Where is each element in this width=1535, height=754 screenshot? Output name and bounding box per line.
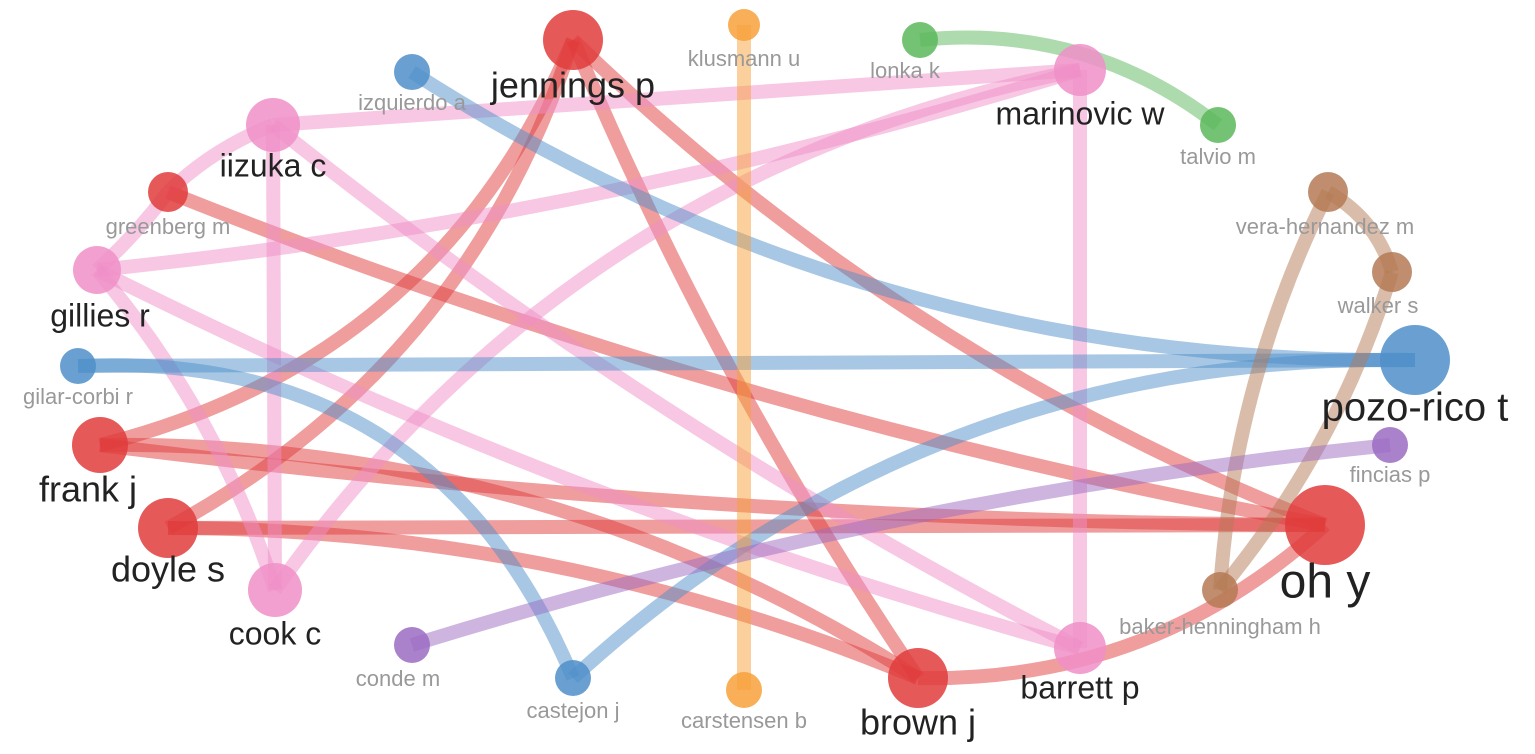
node-label: talvio m (1180, 144, 1256, 169)
node (394, 627, 430, 663)
node-label: izquierdo a (358, 90, 466, 115)
node (72, 417, 128, 473)
node-label: marinovic w (996, 95, 1166, 131)
edge (98, 37, 580, 452)
node (728, 9, 760, 41)
edge (568, 352, 1416, 684)
node (1200, 107, 1236, 143)
node (138, 498, 198, 558)
node (555, 660, 591, 696)
edge (99, 437, 922, 684)
node (1372, 252, 1412, 292)
node (1054, 44, 1106, 96)
node-label: iizuka c (220, 147, 327, 183)
edge (1213, 188, 1335, 591)
edge (269, 63, 1082, 595)
edge (272, 63, 1081, 132)
node-label: klusmann u (688, 46, 801, 71)
node-label: gilar-corbi r (23, 384, 133, 409)
edges (77, 25, 1416, 690)
node-label: baker-henningham h (1119, 614, 1321, 639)
node (726, 672, 762, 708)
node-label: conde m (356, 666, 440, 691)
node (1372, 427, 1408, 463)
nodes (60, 9, 1450, 708)
node-label: lonka k (870, 58, 941, 83)
edge (409, 438, 1391, 652)
edge (93, 263, 1082, 655)
node-label: fincias p (1350, 462, 1431, 487)
node-label: greenberg m (106, 214, 231, 239)
node (394, 54, 430, 90)
node (246, 98, 300, 152)
node-label: jennings p (490, 65, 655, 106)
edge (1214, 269, 1399, 595)
node-label: oh y (1280, 556, 1371, 609)
edge (917, 519, 1330, 686)
node (73, 246, 121, 294)
node (888, 648, 948, 708)
node-label: barrett p (1020, 669, 1139, 705)
node (1285, 485, 1365, 565)
node (1054, 622, 1106, 674)
node-label: frank j (39, 469, 137, 510)
node (1202, 572, 1238, 608)
node-label: castejon j (527, 698, 620, 723)
edge (164, 37, 580, 535)
node (1380, 325, 1450, 395)
node (148, 172, 188, 212)
node (60, 348, 96, 384)
edge (91, 265, 282, 593)
node (543, 10, 603, 70)
node-label: carstensen b (681, 708, 807, 733)
node-label: pozo-rico t (1322, 386, 1509, 430)
node-label: doyle s (111, 549, 225, 590)
node (248, 563, 302, 617)
edge (268, 119, 1084, 655)
node-label: cook c (229, 615, 321, 651)
node-label: brown j (860, 702, 976, 743)
node-label: gillies r (50, 297, 150, 333)
node (1308, 172, 1348, 212)
node (902, 22, 938, 58)
node-label: walker s (1337, 293, 1419, 318)
node-label: vera-hernandez m (1236, 214, 1415, 239)
edge (77, 358, 580, 681)
labels: jennings p klusmann u lonka k marinovic w ta… (23, 46, 1508, 743)
